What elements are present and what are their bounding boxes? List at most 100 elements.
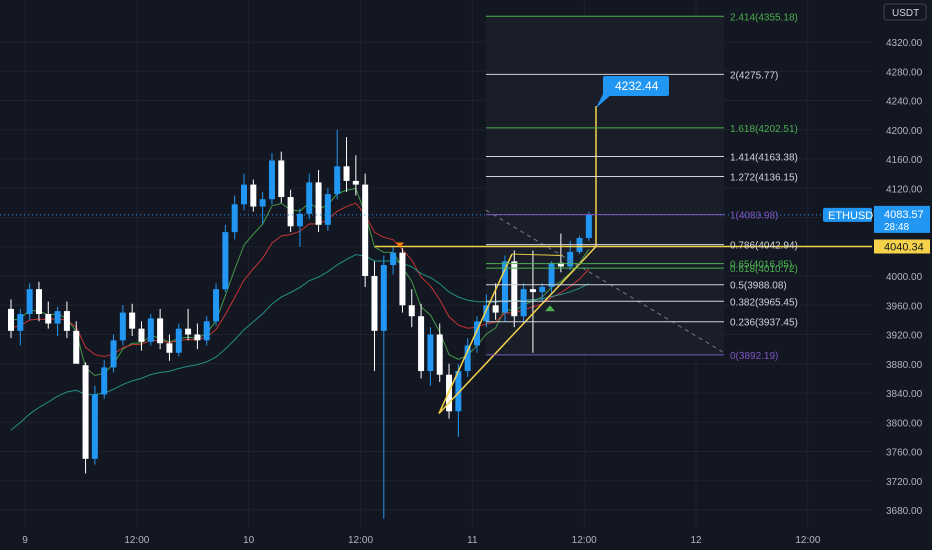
- time-tick-label: 10: [243, 535, 255, 546]
- currency-selector[interactable]: USDT: [883, 3, 927, 21]
- candle-body: [175, 328, 182, 353]
- price-tick-label: 3800.00: [886, 418, 923, 429]
- price-tick-label: 3960.00: [886, 301, 923, 312]
- candle-body: [436, 334, 443, 375]
- price-tick-label: 3840.00: [886, 389, 923, 400]
- fib-label: 1.618(4202.51): [730, 124, 798, 135]
- current-price-badge: [874, 205, 930, 233]
- candle-body: [259, 199, 266, 207]
- fib-label: 0.65(4016.85): [730, 260, 792, 271]
- candle-body: [585, 214, 592, 238]
- candle-body: [287, 197, 294, 227]
- price-tick-label: 4120.00: [886, 184, 923, 195]
- fib-label: 0.5(3988.08): [730, 281, 787, 292]
- candle-body: [129, 312, 136, 329]
- candle-body: [119, 312, 126, 341]
- time-tick-label: 12:00: [572, 535, 597, 546]
- candle-body: [557, 262, 564, 267]
- candle-body: [362, 184, 369, 276]
- price-tick-label: 4240.00: [886, 97, 923, 108]
- callout-box: [603, 76, 669, 97]
- candle-body: [8, 308, 14, 331]
- fib-diagonal: [485, 209, 725, 354]
- candle-body: [529, 289, 536, 293]
- currency-pill-box: [883, 3, 927, 21]
- candle-body: [492, 305, 499, 313]
- candlesticks: [8, 129, 592, 519]
- candle-body: [474, 321, 480, 346]
- candle-body: [82, 365, 89, 459]
- symbol-badge: [823, 207, 872, 222]
- candle-body: [501, 261, 508, 313]
- candle-body: [157, 318, 164, 344]
- candle-body: [45, 314, 52, 324]
- target-callout[interactable]: 4232.44: [596, 76, 669, 109]
- candle-body: [334, 166, 341, 195]
- candle-body: [371, 276, 378, 331]
- candle-body: [399, 252, 406, 306]
- price-tick-label: 3720.00: [886, 477, 923, 488]
- price-axis[interactable]: 4320.00 4280.00 4240.00 4200.00 4160.00 4120.…: [872, 0, 932, 550]
- price-tick-label: 4280.00: [886, 67, 923, 78]
- fib-label: 2.414(4355.18): [730, 12, 798, 23]
- time-tick-label: 12:00: [348, 535, 373, 546]
- fib-label: 0.382(3965.45): [730, 297, 798, 308]
- fib-label: 0.618(4010.72): [730, 264, 798, 275]
- price-tick-label: 4000.00: [886, 272, 923, 283]
- time-tick-label: 12: [690, 535, 702, 546]
- price-tick-label: 3680.00: [886, 506, 923, 517]
- triangle-upper-line: [438, 253, 513, 414]
- candle-body: [343, 166, 350, 181]
- candle-body: [203, 321, 210, 341]
- price-axis-bg: [872, 0, 932, 550]
- fib-label: 2(4275.77): [730, 70, 778, 81]
- candle-body: [483, 305, 490, 322]
- candle-body: [380, 265, 387, 331]
- currency-label: USDT: [892, 8, 919, 19]
- candle-body: [464, 345, 471, 372]
- candle-body: [306, 182, 313, 214]
- candle-body: [427, 334, 434, 372]
- price-tick-label: 3760.00: [886, 448, 923, 459]
- candle-body: [408, 305, 415, 317]
- candle-body: [231, 204, 238, 233]
- callout-value: 4232.44: [615, 79, 659, 93]
- candle-body: [455, 371, 462, 412]
- candle-body: [35, 289, 42, 315]
- price-tick-label: 4160.00: [886, 155, 923, 166]
- candle-body: [539, 286, 546, 293]
- candle-body: [250, 184, 257, 207]
- candle-body: [26, 289, 33, 315]
- hline-price-value: 4040.34: [884, 242, 924, 254]
- candle-body: [418, 316, 425, 372]
- fib-label: 0(3892.19): [730, 351, 778, 362]
- up-marker: [545, 305, 555, 312]
- price-tick-label: 3920.00: [886, 331, 923, 342]
- candle-body: [296, 213, 303, 227]
- triangle-top-line: [511, 253, 564, 257]
- down-marker: [396, 242, 404, 248]
- candle-body: [390, 252, 397, 266]
- candle-body: [213, 289, 220, 322]
- time-axis[interactable]: 9 12:00 10 12:00 11 12:00 12 12:00: [22, 535, 821, 546]
- candle-body: [268, 160, 275, 200]
- fib-level-labels: 2.414(4355.18) 2(4275.77) 1.618(4202.51) 1.…: [486, 12, 798, 362]
- candle-body: [548, 262, 555, 287]
- candle-body: [567, 251, 574, 267]
- candle-body: [166, 343, 173, 353]
- candle-body: [194, 334, 201, 341]
- time-tick-label: 12:00: [124, 535, 149, 546]
- candle-body: [520, 289, 527, 317]
- candle-body: [17, 314, 24, 331]
- ema-slow-line: [10, 254, 590, 431]
- candle-body: [315, 182, 322, 225]
- candle-body: [352, 180, 359, 185]
- time-tick-label: 9: [22, 535, 28, 546]
- candle-body: [138, 328, 145, 342]
- candle-body: [73, 330, 80, 364]
- fib-label: 0.786(4042.94): [730, 241, 798, 252]
- time-tick-label: 12:00: [795, 535, 820, 546]
- triangle-lower-line: [438, 245, 597, 414]
